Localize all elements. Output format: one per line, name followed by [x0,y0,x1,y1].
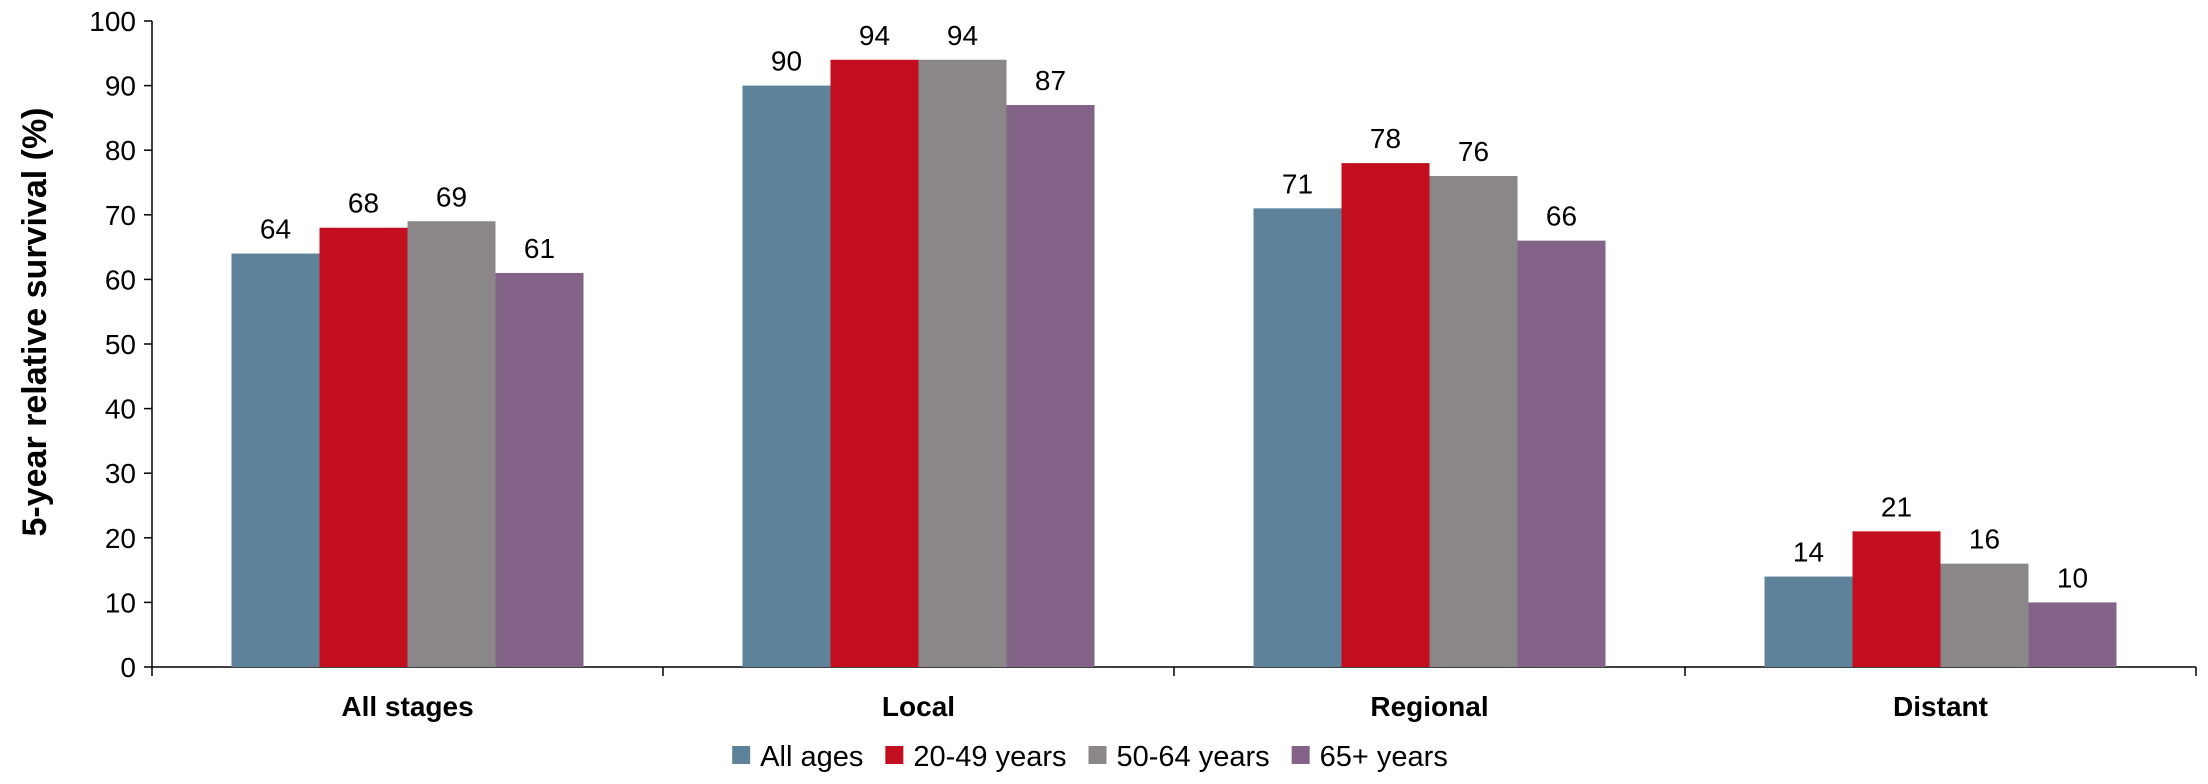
bar [407,221,496,667]
bar-value-label: 14 [1793,537,1824,568]
bar-value-label: 66 [1546,201,1577,232]
bars [231,59,2117,668]
y-tick-label: 20 [105,523,136,554]
y-tick-label: 70 [105,200,136,231]
bar-value-label: 61 [524,233,555,264]
y-tick-label: 80 [105,135,136,166]
bar-value-label: 16 [1969,524,2000,555]
bar-value-label: 10 [2057,562,2088,593]
bar [1253,208,1342,667]
legend-swatch [885,746,904,764]
bar-value-label: 94 [947,20,978,51]
bar [231,253,320,667]
legend-swatch [1291,746,1310,764]
bar-value-label: 64 [260,214,291,245]
bar-value-label: 76 [1458,136,1489,167]
bar [495,272,584,667]
y-tick-label: 30 [105,458,136,489]
y-axis: 0 10 20 30 40 50 60 70 80 90 100 [89,6,153,683]
bar [918,59,1007,667]
bar [2028,602,2117,667]
legend-label: All ages [760,741,863,773]
legend-label: 65+ years [1320,741,1448,773]
bar-value-label: 78 [1370,123,1401,154]
x-category-label: Regional [1370,691,1488,722]
bar [1852,531,1941,667]
y-tick-label: 60 [105,264,136,295]
bar [1940,563,2029,667]
bar-value-label: 94 [859,20,890,51]
y-tick-label: 100 [89,6,136,37]
bar-value-label: 69 [436,181,467,212]
x-category-label: Local [882,691,955,722]
legend: All ages 20-49 years 50-64 years 65+ years [732,741,1448,773]
y-axis-title: 5-year relative survival (%) [16,107,54,536]
bar-value-label: 71 [1282,168,1313,199]
data-labels: 64 68 69 61 90 94 94 87 71 78 76 66 14 21 16 10 [260,20,2088,594]
legend-swatch [732,746,751,764]
x-category-label: Distant [1893,691,1988,722]
legend-swatch [1088,746,1107,764]
bar-value-label: 21 [1881,491,1912,522]
bar [1006,104,1095,668]
bar [1429,176,1518,668]
bar-value-label: 87 [1035,65,1066,96]
x-category-label: All stages [341,691,473,722]
y-tick-label: 50 [105,329,136,360]
y-tick-label: 0 [120,652,136,683]
bar [319,227,408,667]
bar-value-label: 90 [771,46,802,77]
bar [742,85,831,668]
y-tick-label: 10 [105,587,136,618]
x-axis: All stages Local Regional Distant [151,666,2197,722]
y-tick-label: 40 [105,394,136,425]
bar-value-label: 68 [348,188,379,219]
bar [1341,163,1430,667]
bar [1517,240,1606,667]
legend-label: 50-64 years [1117,741,1270,773]
legend-label: 20-49 years [913,741,1066,773]
bar [1764,576,1853,667]
y-tick-label: 90 [105,71,136,102]
bar [830,59,919,667]
